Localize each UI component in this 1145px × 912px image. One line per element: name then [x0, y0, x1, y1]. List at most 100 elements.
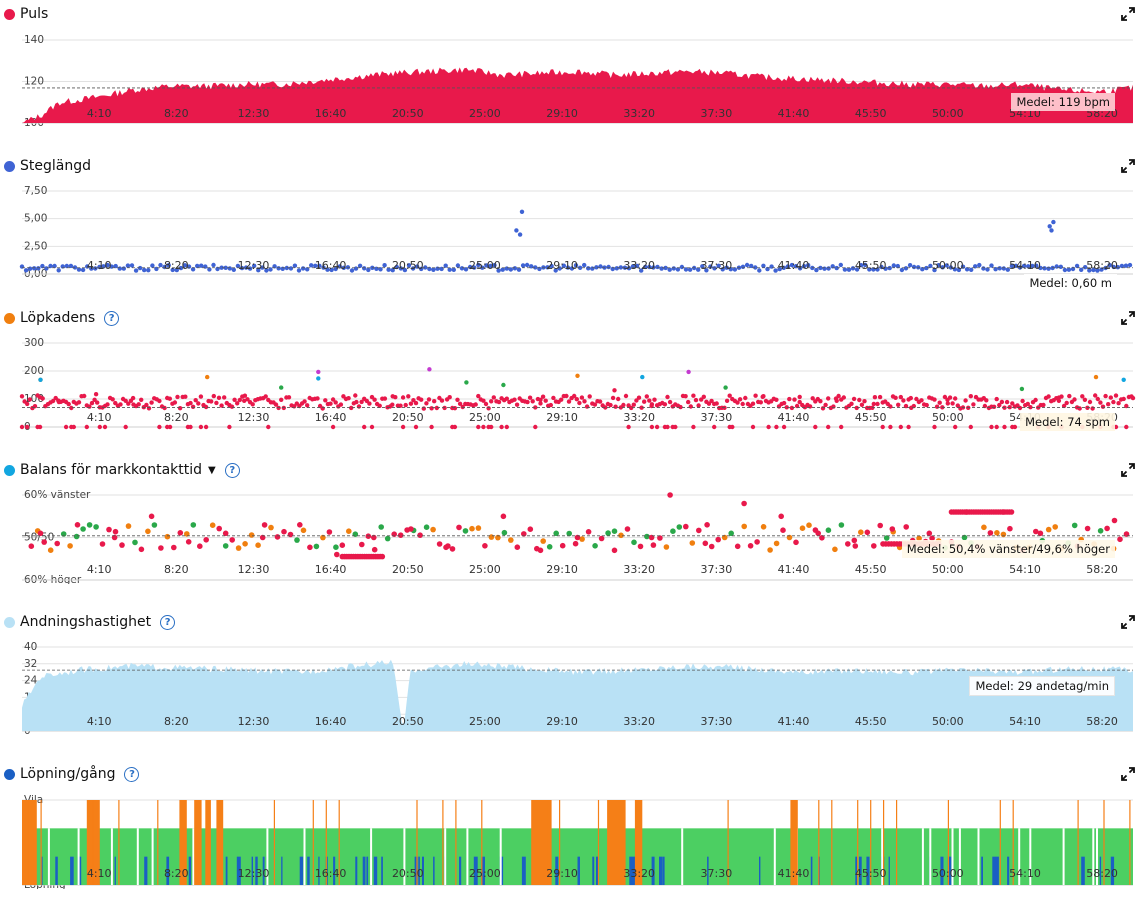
data-point — [989, 424, 994, 430]
band-gap — [773, 828, 776, 885]
data-point — [193, 398, 198, 403]
data-point — [93, 524, 99, 530]
data-point — [997, 402, 1002, 408]
data-point — [618, 532, 624, 539]
data-point — [740, 401, 745, 407]
expand-icon[interactable] — [1121, 463, 1135, 477]
data-point — [947, 395, 953, 400]
data-point — [123, 424, 128, 430]
x-tick-label: 12:30 — [238, 107, 270, 120]
data-point — [757, 268, 762, 273]
data-point — [877, 522, 883, 529]
band-lopning-mark — [225, 856, 228, 885]
data-point — [97, 424, 103, 430]
x-tick-label: 20:50 — [392, 411, 424, 424]
data-point — [982, 403, 988, 409]
x-tick-label: 58:20 — [1086, 715, 1118, 728]
data-point — [1103, 265, 1108, 271]
y-tick-label: 7,50 — [24, 185, 47, 197]
band-vila-mark — [312, 800, 314, 885]
help-icon[interactable]: ? — [224, 462, 240, 478]
data-point — [317, 263, 322, 268]
data-point — [501, 382, 506, 388]
data-point — [1111, 399, 1116, 405]
data-point — [797, 399, 802, 405]
data-point — [393, 395, 398, 400]
average-label: Medel: 29 andetag/min — [969, 676, 1115, 697]
band-lopning-mark — [373, 856, 378, 885]
data-point — [325, 267, 330, 272]
panel-title[interactable]: Balans för markkontakttid ▼? — [4, 460, 240, 480]
band-gap — [681, 828, 684, 885]
data-point — [37, 424, 43, 430]
expand-icon[interactable] — [1121, 7, 1135, 21]
data-point — [699, 397, 704, 402]
data-point — [268, 267, 273, 272]
expand-icon[interactable] — [1121, 767, 1135, 781]
data-point — [744, 262, 750, 268]
expand-icon[interactable] — [1121, 159, 1135, 173]
expand-icon[interactable] — [1121, 311, 1135, 325]
data-point — [492, 263, 497, 268]
data-point — [826, 396, 831, 401]
band-vila-mark — [118, 800, 120, 885]
data-point — [683, 267, 689, 272]
band-lopning-mark — [1007, 856, 1010, 885]
data-point — [203, 537, 209, 543]
data-point — [948, 265, 953, 270]
data-point — [434, 405, 439, 411]
expand-icon[interactable] — [1121, 615, 1135, 629]
band-vila — [607, 800, 626, 885]
data-point — [618, 265, 623, 270]
data-point — [623, 393, 629, 399]
data-point — [743, 395, 748, 401]
band-lopning-mark — [362, 856, 366, 885]
data-point — [810, 396, 815, 401]
data-point — [950, 401, 955, 406]
data-point — [942, 394, 948, 400]
data-point — [386, 267, 391, 272]
data-point — [659, 266, 664, 271]
data-point — [691, 393, 696, 398]
data-point — [780, 527, 786, 533]
data-point — [279, 385, 284, 390]
data-point — [1082, 397, 1088, 402]
band-lopning-mark — [418, 856, 420, 885]
help-icon[interactable]: ? — [104, 310, 120, 326]
data-point — [818, 399, 823, 404]
data-point — [863, 262, 868, 268]
help-icon[interactable]: ? — [160, 614, 176, 630]
band-vila-mark — [947, 800, 949, 885]
data-point — [540, 538, 546, 544]
x-tick-label: 45:50 — [855, 867, 887, 880]
data-point — [430, 526, 436, 533]
data-point — [328, 401, 333, 406]
data-point — [858, 529, 864, 535]
data-point — [499, 424, 504, 430]
data-point — [559, 542, 566, 549]
band-lopning-mark — [855, 856, 858, 885]
data-point — [597, 399, 603, 404]
help-icon[interactable]: ? — [124, 766, 140, 782]
data-point — [774, 424, 779, 430]
data-point — [527, 395, 533, 400]
x-tick-label: 50:00 — [932, 563, 964, 576]
chevron-down-icon[interactable]: ▼ — [208, 464, 216, 476]
data-point — [832, 546, 838, 553]
data-point — [177, 530, 184, 536]
x-tick-label: 16:40 — [315, 867, 347, 880]
data-point — [146, 268, 151, 273]
data-point — [537, 547, 544, 554]
x-tick-label: 20:50 — [392, 563, 424, 576]
data-point — [936, 263, 941, 268]
data-point — [1061, 403, 1067, 409]
band-gap — [1096, 828, 1098, 885]
band-gap — [192, 828, 195, 885]
band-vila-mark — [559, 800, 561, 885]
y-tick-label: 60% höger — [24, 574, 82, 584]
data-point — [63, 424, 69, 430]
data-point — [987, 530, 994, 536]
data-point — [68, 263, 74, 269]
data-point — [190, 404, 196, 409]
data-point — [1008, 509, 1015, 515]
